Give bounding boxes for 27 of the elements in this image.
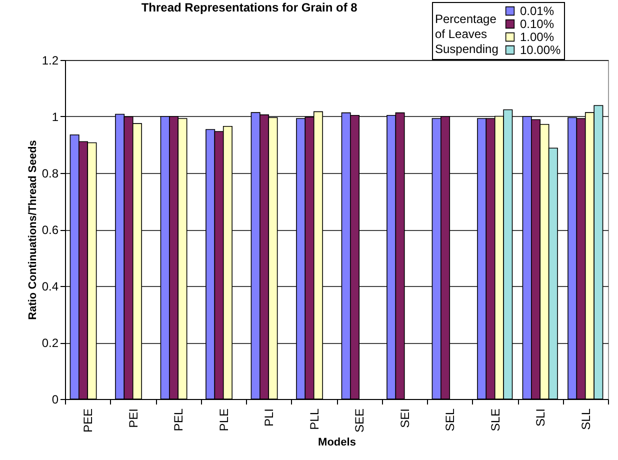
y-tick-label: 0.2 <box>42 336 59 350</box>
x-tick-label: PLL <box>307 408 322 430</box>
x-tick-label: PLI <box>262 408 276 427</box>
x-tick-label: PLE <box>216 408 231 432</box>
x-tick-label: SLL <box>578 408 593 430</box>
y-tick-label: 1 <box>52 110 59 124</box>
y-tick-label: 1.2 <box>42 54 59 68</box>
x-tick-label: SLI <box>534 408 548 427</box>
legend-label: 0.10% <box>520 17 554 31</box>
legend-label: 10.00% <box>520 43 562 57</box>
y-tick-label: 0.4 <box>42 280 59 294</box>
y-axis-title: Ratio Continuations/Thread Seeds <box>26 140 39 320</box>
chart-title: Thread Representations for Grain of 8 <box>141 0 358 14</box>
x-tick-label: PEL <box>172 408 186 432</box>
x-axis-title: Models <box>318 436 356 449</box>
x-tick-label: SLE <box>488 408 502 432</box>
x-tick-label: PEI <box>126 408 140 428</box>
legend-label: 0.01% <box>520 4 554 18</box>
x-tick-label: SEI <box>398 408 412 428</box>
y-tick-label: 0 <box>52 392 59 406</box>
x-tick-label: SEL <box>443 408 458 432</box>
legend-title: Percentage of Leaves Suspending <box>435 12 498 56</box>
x-tick-label: SEE <box>352 408 367 433</box>
legend-label: 1.00% <box>520 30 554 44</box>
y-tick-label: 0.6 <box>42 223 59 237</box>
x-tick-label: PEE <box>81 408 96 433</box>
y-tick-label: 0.8 <box>42 166 59 180</box>
